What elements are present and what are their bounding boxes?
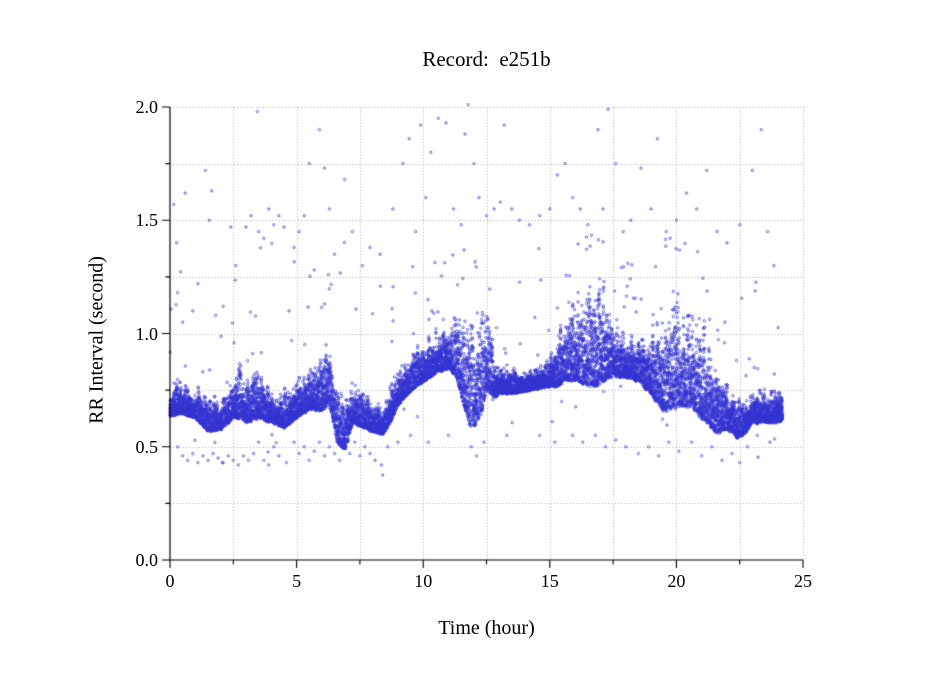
x-tick-label: 0 bbox=[165, 571, 175, 591]
x-tick-label: 20 bbox=[667, 571, 686, 591]
x-tick-label: 5 bbox=[292, 571, 302, 591]
x-axis-label: Time (hour) bbox=[438, 617, 535, 639]
y-tick-label: 0.0 bbox=[135, 550, 159, 570]
y-tick-label: 2.0 bbox=[135, 97, 159, 117]
y-tick-label: 1.0 bbox=[135, 323, 159, 344]
x-tick-label: 25 bbox=[794, 571, 812, 591]
y-tick-label: 1.5 bbox=[135, 210, 159, 231]
y-tick-label: 0.5 bbox=[135, 436, 159, 457]
x-tick-label: 10 bbox=[414, 571, 433, 591]
chart-title: Record: e251b bbox=[422, 47, 551, 71]
y-axis-label: RR Interval (second) bbox=[85, 256, 108, 424]
x-tick-label: 15 bbox=[540, 571, 559, 591]
